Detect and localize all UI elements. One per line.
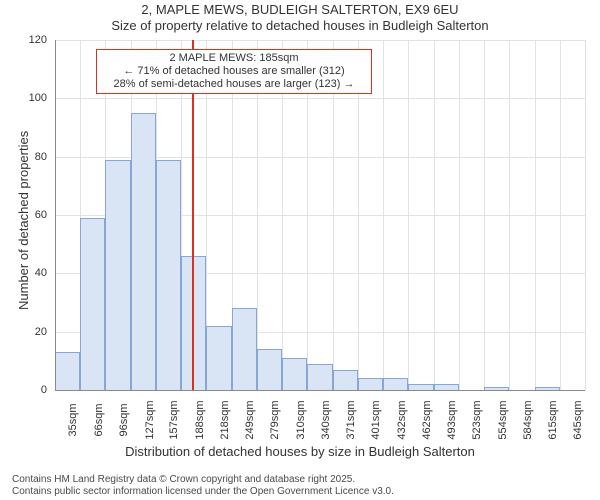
histogram-bar — [156, 160, 181, 390]
plot-area: 0204060801001202 MAPLE MEWS: 185sqm← 71%… — [55, 40, 585, 390]
histogram-bar — [55, 352, 80, 390]
grid-horizontal — [55, 40, 585, 41]
x-tick-label: 401sqm — [370, 400, 382, 439]
x-tick-label: 493sqm — [446, 400, 458, 439]
annotation-box: 2 MAPLE MEWS: 185sqm← 71% of detached ho… — [96, 49, 372, 94]
x-tick-label: 157sqm — [168, 400, 180, 439]
histogram-bar — [383, 378, 408, 390]
x-tick-label: 218sqm — [219, 400, 231, 439]
annotation-line: ← 71% of detached houses are smaller (31… — [103, 65, 365, 78]
chart-root: 2, MAPLE MEWS, BUDLEIGH SALTERTON, EX9 6… — [0, 0, 600, 500]
x-tick-label: 523sqm — [471, 400, 483, 439]
histogram-bar — [105, 160, 130, 390]
x-tick-label: 462sqm — [421, 400, 433, 439]
x-tick-label: 96sqm — [118, 403, 130, 436]
histogram-bar — [358, 378, 383, 390]
title-sub: Size of property relative to detached ho… — [0, 18, 600, 34]
histogram-bar — [206, 326, 231, 390]
x-tick-label: 432sqm — [396, 400, 408, 439]
footer-attribution: Contains HM Land Registry data © Crown c… — [0, 474, 600, 498]
x-tick-label: 645sqm — [572, 400, 584, 439]
x-tick-label: 35sqm — [67, 403, 79, 436]
annotation-line: 28% of semi-detached houses are larger (… — [103, 78, 365, 91]
x-tick-label: 340sqm — [320, 400, 332, 439]
grid-horizontal — [55, 98, 585, 99]
histogram-bar — [282, 358, 307, 390]
histogram-bar — [307, 364, 332, 390]
title-main: 2, MAPLE MEWS, BUDLEIGH SALTERTON, EX9 6… — [0, 2, 600, 18]
annotation-line: 2 MAPLE MEWS: 185sqm — [103, 52, 365, 65]
histogram-bar — [181, 256, 206, 390]
x-axis-label: Distribution of detached houses by size … — [0, 444, 600, 459]
histogram-bar — [257, 349, 282, 390]
histogram-bar — [131, 113, 156, 390]
title-block: 2, MAPLE MEWS, BUDLEIGH SALTERTON, EX9 6… — [0, 2, 600, 34]
x-tick-label: 66sqm — [93, 403, 105, 436]
x-tick-label: 249sqm — [244, 400, 256, 439]
x-tick-label: 584sqm — [522, 400, 534, 439]
grid-vertical — [585, 40, 586, 390]
x-tick-label: 371sqm — [345, 400, 357, 439]
x-tick-label: 554sqm — [497, 400, 509, 439]
x-tick-label: 188sqm — [194, 400, 206, 439]
x-tick-label: 279sqm — [269, 400, 281, 439]
footer-line-2: Contains public sector information licen… — [12, 486, 600, 498]
x-axis-line — [55, 390, 585, 391]
footer-line-1: Contains HM Land Registry data © Crown c… — [12, 474, 600, 486]
y-axis-line — [55, 40, 56, 390]
x-tick-label: 310sqm — [295, 400, 307, 439]
x-tick-label: 127sqm — [144, 400, 156, 439]
histogram-bar — [80, 218, 105, 390]
histogram-bar — [333, 370, 358, 390]
y-axis-label: Number of detached properties — [16, 131, 31, 310]
x-tick-label: 615sqm — [547, 400, 559, 439]
histogram-bar — [232, 308, 257, 390]
